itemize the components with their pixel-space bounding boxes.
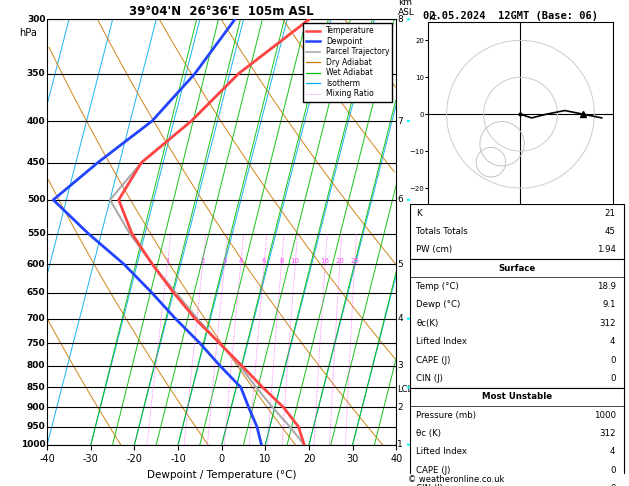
Text: 20: 20 (335, 258, 344, 264)
Text: 600: 600 (27, 260, 45, 269)
Text: 4: 4 (610, 447, 616, 456)
Text: Most Unstable: Most Unstable (482, 392, 552, 401)
Text: 1000: 1000 (594, 411, 616, 419)
FancyBboxPatch shape (409, 387, 625, 486)
Text: 400: 400 (27, 117, 45, 125)
Text: 0: 0 (610, 466, 616, 474)
FancyBboxPatch shape (409, 204, 625, 259)
Text: 5: 5 (398, 260, 403, 269)
Text: 8: 8 (279, 258, 284, 264)
Text: 1: 1 (398, 440, 403, 449)
Text: Surface: Surface (498, 264, 536, 273)
Text: Totals Totals: Totals Totals (416, 227, 468, 236)
Text: © weatheronline.co.uk: © weatheronline.co.uk (408, 474, 504, 484)
Text: 6: 6 (398, 195, 403, 205)
Text: Mixing Ratio (g/kg): Mixing Ratio (g/kg) (426, 210, 436, 296)
Text: 4: 4 (238, 258, 243, 264)
Text: 45: 45 (604, 227, 616, 236)
X-axis label: Dewpoint / Temperature (°C): Dewpoint / Temperature (°C) (147, 470, 296, 480)
Text: 10: 10 (291, 258, 299, 264)
Text: Dewp (°C): Dewp (°C) (416, 300, 460, 310)
Text: 300: 300 (27, 15, 45, 24)
Text: 2: 2 (398, 403, 403, 412)
Text: 700: 700 (27, 314, 45, 323)
Text: CIN (J): CIN (J) (416, 374, 443, 383)
Text: 3: 3 (223, 258, 227, 264)
Text: 1000: 1000 (21, 440, 45, 449)
Text: Temp (°C): Temp (°C) (416, 282, 459, 291)
Text: 21: 21 (604, 209, 616, 218)
Text: 650: 650 (27, 288, 45, 297)
Text: 0: 0 (610, 356, 616, 364)
Text: θᴄ (K): θᴄ (K) (416, 429, 442, 438)
Text: kt: kt (428, 13, 437, 22)
Text: 6: 6 (262, 258, 267, 264)
Text: Pressure (mb): Pressure (mb) (416, 411, 476, 419)
Text: 4: 4 (398, 314, 403, 323)
Text: 25: 25 (350, 258, 359, 264)
Text: 4: 4 (610, 337, 616, 346)
Text: 800: 800 (27, 362, 45, 370)
Text: 18.9: 18.9 (596, 282, 616, 291)
Text: 850: 850 (27, 383, 45, 392)
Text: 02.05.2024  12GMT (Base: 06): 02.05.2024 12GMT (Base: 06) (423, 11, 598, 21)
Text: 1.94: 1.94 (596, 245, 616, 255)
Text: 450: 450 (26, 158, 45, 167)
Text: 7: 7 (398, 117, 403, 125)
Text: CAPE (J): CAPE (J) (416, 466, 451, 474)
Text: Lifted Index: Lifted Index (416, 337, 467, 346)
Text: 750: 750 (26, 339, 45, 347)
Text: 312: 312 (599, 319, 616, 328)
Text: CIN (J): CIN (J) (416, 484, 443, 486)
Text: PW (cm): PW (cm) (416, 245, 452, 255)
Text: 16: 16 (321, 258, 330, 264)
Text: 350: 350 (27, 69, 45, 78)
Text: K: K (416, 209, 422, 218)
Text: 312: 312 (599, 429, 616, 438)
Text: 3: 3 (398, 362, 403, 370)
FancyBboxPatch shape (409, 259, 625, 387)
Text: 500: 500 (27, 195, 45, 205)
Text: 8: 8 (398, 15, 403, 24)
Text: θᴄ(K): θᴄ(K) (416, 319, 438, 328)
Title: 39°04'N  26°36'E  105m ASL: 39°04'N 26°36'E 105m ASL (130, 5, 314, 18)
Text: Lifted Index: Lifted Index (416, 447, 467, 456)
Text: 550: 550 (27, 229, 45, 238)
Text: 900: 900 (27, 403, 45, 412)
Text: 0: 0 (610, 484, 616, 486)
Text: 950: 950 (26, 422, 45, 431)
Text: LCL: LCL (398, 385, 413, 394)
Text: hPa: hPa (19, 28, 37, 38)
Text: km
ASL: km ASL (398, 0, 415, 17)
Text: 1: 1 (165, 258, 170, 264)
Text: 2: 2 (201, 258, 205, 264)
Text: 9.1: 9.1 (602, 300, 616, 310)
Text: 0: 0 (610, 374, 616, 383)
Legend: Temperature, Dewpoint, Parcel Trajectory, Dry Adiabat, Wet Adiabat, Isotherm, Mi: Temperature, Dewpoint, Parcel Trajectory… (303, 23, 392, 102)
Text: CAPE (J): CAPE (J) (416, 356, 451, 364)
